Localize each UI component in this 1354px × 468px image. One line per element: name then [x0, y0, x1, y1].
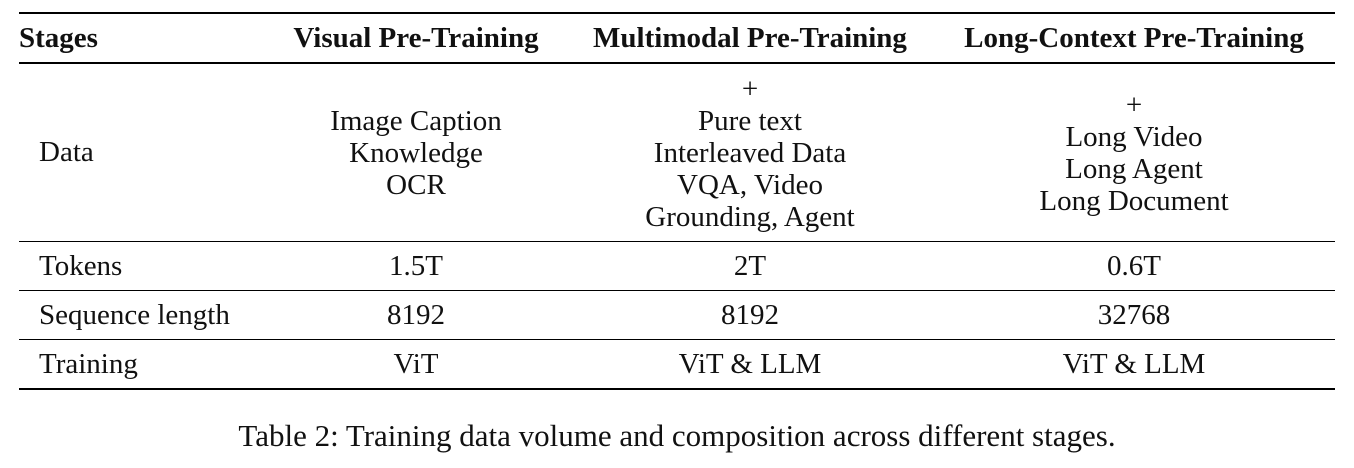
row-label-data: Data [19, 63, 265, 242]
cell-seqlen-multimodal: 8192 [567, 290, 933, 340]
row-label-training: Training [19, 339, 265, 390]
cell-line: Image Caption [330, 104, 502, 137]
cell-tokens-long-context: 0.6T [933, 241, 1335, 291]
table-row-tokens: Tokens 1.5T 2T 0.6T [19, 241, 1335, 291]
cell-line: Pure text [698, 104, 802, 137]
cell-line: Interleaved Data [653, 136, 847, 169]
cell-line: OCR [386, 168, 446, 201]
table-row-sequence-length: Sequence length 8192 8192 32768 [19, 290, 1335, 340]
header-long-context-pretraining: Long-Context Pre-Training [933, 12, 1335, 64]
table-row-training: Training ViT ViT & LLM ViT & LLM [19, 339, 1335, 390]
table-caption: Table 2: Training data volume and compos… [238, 418, 1116, 453]
cell-line: Long Agent [1065, 152, 1203, 185]
stages-table-container: Stages Visual Pre-Training Multimodal Pr… [19, 12, 1335, 390]
header-stages: Stages [19, 12, 265, 64]
cell-training-multimodal: ViT & LLM [567, 339, 933, 390]
cell-tokens-multimodal: 2T [567, 241, 933, 291]
cell-data-visual: Image Caption Knowledge OCR [265, 63, 567, 242]
header-visual-pretraining: Visual Pre-Training [265, 12, 567, 64]
cell-line: + [741, 72, 759, 105]
cell-line: Knowledge [349, 136, 483, 169]
cell-line: Grounding, Agent [645, 200, 855, 233]
cell-data-long-context: + Long Video Long Agent Long Document [933, 63, 1335, 242]
row-label-tokens: Tokens [19, 241, 265, 291]
table-row-data: Data Image Caption Knowledge OCR + Pure … [19, 63, 1335, 242]
cell-line: Long Video [1065, 120, 1203, 153]
cell-seqlen-long-context: 32768 [933, 290, 1335, 340]
row-label-sequence-length: Sequence length [19, 290, 265, 340]
cell-training-visual: ViT [265, 339, 567, 390]
header-multimodal-pretraining: Multimodal Pre-Training [567, 12, 933, 64]
table-header-row: Stages Visual Pre-Training Multimodal Pr… [19, 12, 1335, 64]
cell-line: Long Document [1039, 184, 1229, 217]
training-stages-table: Stages Visual Pre-Training Multimodal Pr… [19, 12, 1335, 390]
cell-training-long-context: ViT & LLM [933, 339, 1335, 390]
cell-line: + [1125, 88, 1143, 121]
cell-data-multimodal: + Pure text Interleaved Data VQA, Video … [567, 63, 933, 242]
cell-line: VQA, Video [677, 168, 823, 201]
cell-seqlen-visual: 8192 [265, 290, 567, 340]
cell-tokens-visual: 1.5T [265, 241, 567, 291]
